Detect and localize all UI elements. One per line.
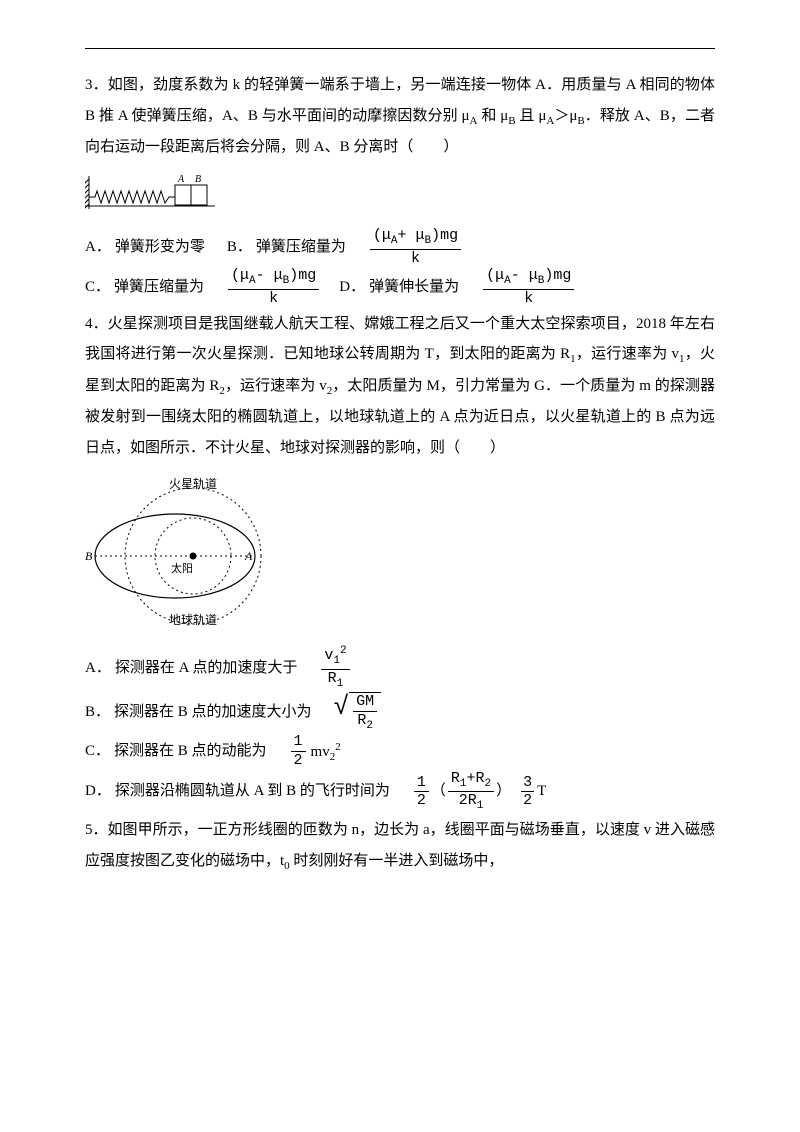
q3-optB-label: B．	[227, 231, 252, 264]
q3-optD-text-before: 弹簧伸长量为	[369, 271, 459, 304]
q3-optD-label: D．	[339, 271, 365, 304]
document-page: 3．如图，劲度系数为 k 的轻弹簧一端系于墙上，另一端连接一物体 A．用质量与 …	[0, 0, 800, 1132]
q4-optC-frac: 1 2	[291, 734, 306, 769]
q4-optD-exp: 3 2	[521, 775, 534, 810]
q4-optD-label: D．	[85, 775, 111, 808]
q4-optA-text: 探测器在 A 点的加速度大于	[115, 652, 298, 685]
svg-text:A: A	[177, 174, 185, 185]
q4-optA-label: A．	[85, 652, 111, 685]
q4-optD-paren-close: ）	[496, 775, 511, 808]
svg-text:B: B	[85, 549, 93, 563]
q4-optD-tail: T	[537, 775, 546, 808]
q4-optB-text: 探测器在 B 点的加速度大小为	[114, 696, 312, 729]
q4-optA: A． 探测器在 A 点的加速度大于 v12 R1	[85, 646, 715, 690]
q3-figure-spring: A B	[85, 173, 715, 218]
q4-figure-orbit: 火星轨道 地球轨道 太阳 A B	[85, 474, 715, 634]
q3-optB-text-before: 弹簧压缩量为	[256, 231, 346, 264]
q4-optB: B． 探测器在 B 点的加速度大小为 √ GM R2	[85, 692, 715, 732]
q4-optD-frac2: R1+R2 2R1	[448, 771, 494, 813]
q3-optD-frac: (μA- μB)mg k	[483, 268, 574, 306]
svg-text:B: B	[195, 174, 201, 185]
q3-optC-label: C．	[85, 271, 110, 304]
q4-optD-frac1: 1 2	[414, 775, 429, 810]
q4-optC-text: 探测器在 B 点的动能为	[114, 735, 267, 768]
top-rule	[85, 48, 715, 49]
q4-optD-paren-open: （	[431, 775, 446, 808]
q4-optC-tail: mv22	[311, 735, 341, 769]
q3-optC-frac: (μA- μB)mg k	[228, 268, 319, 306]
svg-text:太阳: 太阳	[171, 562, 193, 575]
q3-optB-frac: (μA+ μB)mg k	[370, 228, 461, 266]
q3-optA-label: A．	[85, 231, 111, 264]
q3-optC-text-before: 弹簧压缩量为	[114, 271, 204, 304]
q4-optB-label: B．	[85, 696, 110, 729]
q4-optD: D． 探测器沿椭圆轨道从 A 到 B 的飞行时间为 1 2 （ R1+R2 2R…	[85, 771, 715, 813]
q3-stem: 3．如图，劲度系数为 k 的轻弹簧一端系于墙上，另一端连接一物体 A．用质量与 …	[85, 70, 715, 163]
q4-optD-text: 探测器沿椭圆轨道从 A 到 B 的飞行时间为	[115, 775, 390, 808]
q4-optB-sqrt: √ GM R2	[334, 692, 382, 732]
q3-options-row2: C． 弹簧压缩量为 (μA- μB)mg k D． 弹簧伸长量为 (μA- μB…	[85, 268, 715, 306]
q3-options-row1: A． 弹簧形变为零 B． 弹簧压缩量为 (μA+ μB)mg k	[85, 228, 715, 266]
svg-text:地球轨道: 地球轨道	[169, 613, 217, 627]
q5-stem: 5．如图甲所示，一正方形线圈的匝数为 n，边长为 a，线圈平面与磁场垂直，以速度…	[85, 815, 715, 877]
svg-text:A: A	[244, 549, 253, 563]
q4-optC-label: C．	[85, 735, 110, 768]
q4-optC: C． 探测器在 B 点的动能为 1 2 mv22	[85, 734, 715, 769]
q4-optA-frac: v12 R1	[321, 646, 349, 690]
q4-stem: 4．火星探测项目是我国继载人航天工程、嫦娥工程之后又一个重大太空探索项目，201…	[85, 309, 715, 464]
q3-optA-text: 弹簧形变为零	[115, 231, 205, 264]
svg-text:火星轨道: 火星轨道	[169, 477, 217, 491]
